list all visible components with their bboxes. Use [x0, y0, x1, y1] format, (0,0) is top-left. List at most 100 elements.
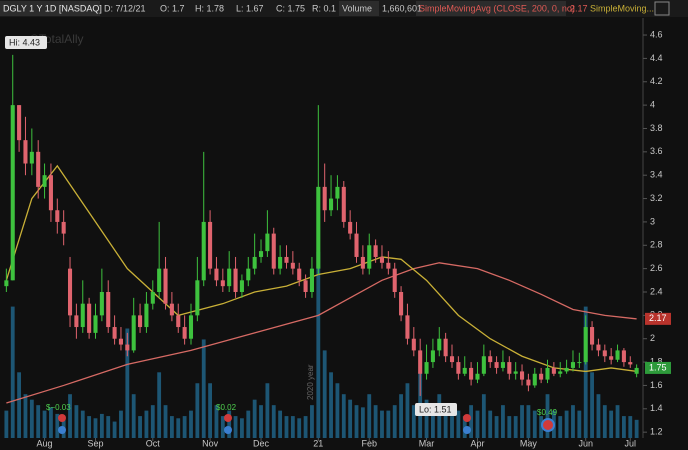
y-tick-label: 1.6	[650, 380, 663, 390]
volume-bar	[411, 405, 416, 438]
candle-body	[131, 315, 136, 351]
header-date: D: 7/12/21	[104, 3, 146, 13]
candle-body	[195, 280, 200, 316]
candle-body	[462, 367, 467, 374]
volume-bar	[488, 410, 493, 438]
candle-body	[67, 268, 73, 316]
volume-bar	[507, 416, 512, 438]
candle-body	[112, 327, 117, 339]
candle-body	[558, 371, 563, 374]
volume-bar	[163, 405, 168, 438]
y-tick-label: 2.4	[650, 286, 663, 296]
volume-bar	[405, 383, 410, 438]
event-icon[interactable]	[463, 414, 471, 422]
symbol[interactable]: DGLY 1 Y 1D [NASDAQ]	[3, 3, 102, 13]
y-tick-label: 1.4	[650, 403, 663, 413]
candle-body	[150, 292, 155, 304]
candle-body	[316, 186, 321, 269]
candle-body	[80, 303, 85, 328]
volume-bar	[252, 399, 257, 438]
volume-bar	[399, 394, 403, 438]
header-range: R: 0.1	[312, 3, 336, 13]
candle-body	[106, 292, 111, 328]
header-cell	[339, 1, 379, 16]
candle-body	[23, 140, 28, 164]
candle-body	[290, 262, 295, 269]
event-icon[interactable]	[58, 414, 66, 422]
volume-bar	[23, 394, 28, 438]
event-icon[interactable]	[224, 426, 232, 434]
candle-body	[144, 303, 149, 328]
volume-bar	[10, 306, 15, 438]
volume-bar	[131, 394, 136, 438]
volume-bar	[208, 383, 212, 438]
volume-bar	[310, 405, 314, 438]
candle-body	[265, 233, 270, 252]
candle-body	[61, 221, 66, 234]
event-icon[interactable]	[224, 414, 232, 422]
candle-body	[36, 151, 41, 187]
candle-body	[138, 315, 143, 328]
volume-bar	[628, 416, 633, 438]
candle-body	[367, 245, 372, 269]
y-tick-label: 3.8	[650, 123, 663, 133]
x-tick-label: Oct	[146, 438, 161, 448]
y-tick-label: 1.8	[650, 356, 663, 366]
candle-body	[590, 327, 595, 345]
volume-bar	[246, 410, 251, 438]
candle-body	[233, 268, 238, 292]
candle-body	[545, 367, 550, 380]
last-price-label: 1.75	[649, 362, 667, 372]
y-tick-label: 2	[650, 333, 655, 343]
x-tick-label: May	[520, 438, 538, 448]
candle-body	[437, 338, 442, 351]
volume-bar	[469, 405, 474, 438]
candle-body	[163, 268, 168, 304]
candle-body	[176, 315, 181, 328]
volume-bar	[545, 394, 550, 438]
volume-bar	[520, 405, 524, 438]
candle-body	[182, 327, 187, 339]
volume-bar	[112, 421, 117, 438]
candle-body	[634, 367, 639, 374]
candle-body	[500, 362, 505, 368]
volume-bar	[4, 410, 9, 438]
header-low: L: 1.67	[236, 3, 264, 13]
volume-bar	[437, 394, 442, 438]
candle-body	[405, 315, 410, 339]
candle-body	[48, 175, 53, 211]
event-icon[interactable]	[463, 426, 471, 434]
volume-bar	[590, 372, 594, 438]
volume-bar	[125, 328, 130, 438]
candle-body	[341, 186, 346, 222]
chart-settings-icon[interactable]	[654, 1, 670, 16]
x-tick-label: Dec	[253, 438, 270, 448]
volume-bar	[577, 410, 582, 438]
volume-bar	[558, 416, 563, 438]
y-tick-label: 4.4	[650, 53, 663, 63]
header-volume: 1,660,601	[382, 3, 422, 13]
volume-bar	[526, 405, 531, 438]
candle-body	[309, 268, 314, 292]
sma-line	[6, 262, 637, 404]
volume-bar	[240, 418, 244, 438]
candle-body	[386, 262, 391, 269]
y-tick-label: 3	[650, 216, 655, 226]
volume-bar	[513, 416, 518, 438]
event-icon[interactable]	[541, 418, 555, 432]
candle-body	[303, 280, 308, 292]
study-label[interactable]: SimpleMoving...	[590, 3, 654, 13]
volume-bar	[259, 405, 263, 438]
volume-bar	[341, 394, 346, 438]
y-tick-label: 4	[650, 99, 655, 109]
event-icon[interactable]	[58, 426, 66, 434]
candle-body	[628, 362, 633, 365]
event-label: $−0.03	[46, 403, 71, 412]
volume-bar	[392, 405, 397, 438]
x-tick-label: Jul	[625, 438, 637, 448]
x-tick-label: Nov	[202, 438, 219, 448]
study-label[interactable]: SimpleMovingAvg (CLOSE, 200, 0, no)	[419, 3, 575, 13]
volume-bar	[36, 405, 41, 438]
candle-body	[17, 105, 22, 141]
